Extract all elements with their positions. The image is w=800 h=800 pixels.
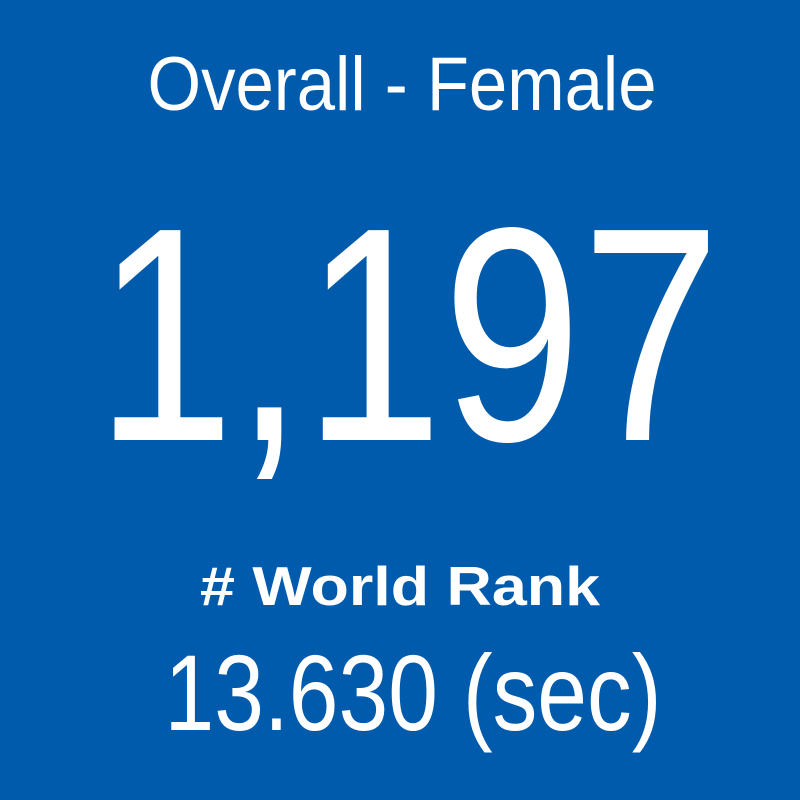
tile-value: 1,197	[96, 164, 721, 505]
tile-label: # World Rank	[200, 555, 600, 617]
tile-title: Overall - Female	[148, 42, 657, 127]
tile-detail: 13.630 (sec)	[165, 632, 662, 753]
